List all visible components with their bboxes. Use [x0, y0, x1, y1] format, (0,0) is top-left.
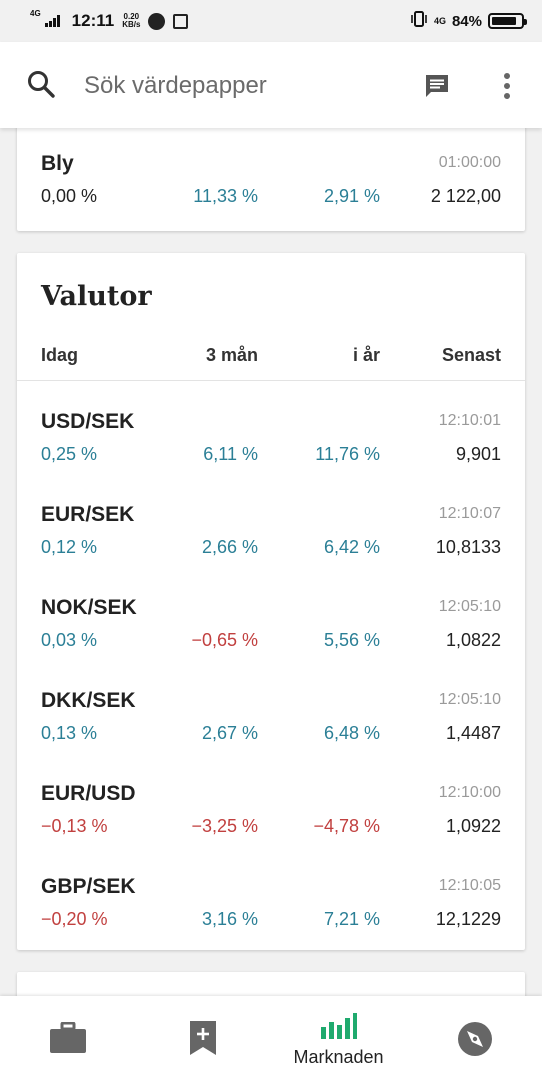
change-today: −0,13 %	[41, 816, 108, 836]
table-row[interactable]: USD/SEK 12:10:01 0,25 % 6,11 % 11,76 % 9…	[17, 390, 525, 483]
speed-value: 0.20	[123, 12, 140, 21]
network-speed: 0.20 KB/s	[122, 13, 140, 29]
change-3m: 3,16 %	[201, 909, 258, 929]
table-row[interactable]: DKK/SEK 12:05:10 0,13 % 2,67 % 6,48 % 1,…	[17, 669, 525, 762]
table-header: Idag 3 mån i år Senast	[17, 345, 525, 381]
screenshot-icon	[173, 13, 189, 29]
bar-chart-icon	[320, 1012, 358, 1045]
top-app-bar	[0, 42, 542, 128]
change-ytd: 11,76 %	[315, 444, 380, 464]
change-3m: −0,65 %	[191, 630, 258, 650]
row-time: 12:10:05	[438, 877, 501, 894]
row-time: 12:10:01	[438, 412, 501, 429]
battery-icon	[488, 13, 527, 29]
currencies-card: Valutor Idag 3 mån i år Senast USD/SEK 1…	[17, 253, 525, 950]
clock: 12:11	[71, 11, 115, 30]
latest-price: 2 122,00	[430, 186, 501, 206]
briefcase-icon	[49, 1021, 87, 1059]
table-row[interactable]: EUR/USD 12:10:00 −0,13 % −3,25 % −4,78 %…	[17, 762, 525, 855]
table-row[interactable]: GBP/SEK 12:10:05 −0,20 % 3,16 % 7,21 % 1…	[17, 855, 525, 948]
latest-price: 1,4487	[445, 723, 501, 743]
bookmark-add-icon	[189, 1020, 217, 1061]
card-title: Valutor	[41, 281, 152, 312]
change-today: 0,03 %	[41, 630, 98, 650]
chat-icon[interactable]	[424, 73, 450, 104]
change-today: 0,12 %	[41, 537, 98, 557]
nav-portfolio[interactable]	[0, 996, 135, 1080]
signal-icon	[44, 15, 60, 27]
status-bar: 4G 12:11 0.20 KB/s 4G 84%	[0, 0, 542, 42]
change-3m: −3,25 %	[191, 816, 258, 836]
currency-pair: GBP/SEK	[41, 875, 136, 898]
currency-list: USD/SEK 12:10:01 0,25 % 6,11 % 11,76 % 9…	[17, 390, 525, 948]
change-3m: 2,66 %	[201, 537, 258, 557]
network-type-right: 4G	[433, 15, 446, 26]
change-today: −0,20 %	[41, 909, 108, 929]
search-icon[interactable]	[26, 69, 56, 104]
network-type: 4G	[30, 9, 41, 18]
instrument-name: Bly	[41, 152, 74, 175]
row-time: 12:10:00	[438, 784, 501, 801]
change-today: 0,13 %	[41, 723, 98, 743]
row-time: 12:05:10	[438, 598, 501, 615]
latest-price: 1,0922	[445, 816, 501, 836]
change-today: 0,00 %	[41, 186, 98, 206]
bottom-navigation: Marknaden	[0, 996, 542, 1080]
metals-card: Bly 01:00:00 0,00 % 11,33 % 2,91 % 2 122…	[17, 112, 525, 231]
header-3m: 3 mån	[205, 345, 258, 365]
change-today: 0,25 %	[41, 444, 98, 464]
nav-label-markets: Marknaden	[293, 1047, 384, 1067]
change-ytd: 7,21 %	[323, 909, 380, 929]
row-time: 12:10:07	[438, 505, 501, 522]
change-ytd: 2,91 %	[323, 186, 380, 206]
currency-pair: DKK/SEK	[41, 689, 136, 712]
speed-unit: KB/s	[122, 20, 141, 29]
more-vert-icon[interactable]	[502, 72, 512, 105]
change-3m: 6,11 %	[203, 444, 258, 464]
currency-pair: NOK/SEK	[41, 596, 137, 619]
nav-watchlist[interactable]	[135, 996, 270, 1080]
battery-percent: 84%	[451, 12, 482, 30]
currency-pair: USD/SEK	[41, 410, 135, 433]
change-3m: 11,33 %	[193, 186, 258, 206]
nav-markets[interactable]: Marknaden	[271, 996, 406, 1080]
change-ytd: 6,48 %	[323, 723, 380, 743]
row-time: 12:05:10	[438, 691, 501, 708]
speedometer-icon	[148, 12, 166, 30]
header-today: Idag	[41, 345, 79, 365]
list-item[interactable]: Bly 01:00:00 0,00 % 11,33 % 2,91 % 2 122…	[17, 132, 525, 225]
change-3m: 2,67 %	[201, 723, 258, 743]
table-row[interactable]: NOK/SEK 12:05:10 0,03 % −0,65 % 5,56 % 1…	[17, 576, 525, 669]
latest-price: 1,0822	[445, 630, 501, 650]
latest-price: 9,901	[455, 444, 501, 464]
currency-pair: EUR/USD	[41, 782, 136, 805]
change-ytd: 6,42 %	[323, 537, 380, 557]
table-row[interactable]: EUR/SEK 12:10:07 0,12 % 2,66 % 6,42 % 10…	[17, 483, 525, 576]
change-ytd: −4,78 %	[313, 816, 380, 836]
currency-pair: EUR/SEK	[41, 503, 135, 526]
change-ytd: 5,56 %	[323, 630, 380, 650]
vibrate-icon	[410, 11, 428, 31]
header-ytd: i år	[352, 345, 380, 365]
latest-price: 12,1229	[435, 909, 501, 929]
search-input[interactable]	[84, 70, 384, 102]
latest-price: 10,8133	[435, 537, 501, 557]
instrument-time: 01:00:00	[438, 154, 501, 171]
compass-icon	[457, 1021, 493, 1062]
header-latest: Senast	[441, 345, 501, 365]
nav-explore[interactable]	[407, 996, 542, 1080]
